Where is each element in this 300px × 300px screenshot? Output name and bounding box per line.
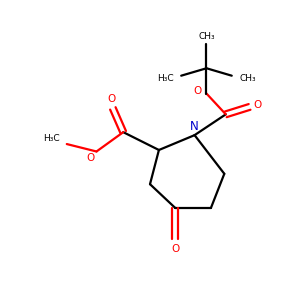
Text: H₃C: H₃C (157, 74, 174, 82)
Text: O: O (254, 100, 262, 110)
Text: O: O (194, 85, 202, 96)
Text: O: O (171, 244, 179, 254)
Text: CH₃: CH₃ (198, 32, 215, 41)
Text: N: N (190, 120, 199, 133)
Text: H₃C: H₃C (43, 134, 60, 143)
Text: O: O (86, 153, 95, 163)
Text: O: O (108, 94, 116, 104)
Text: CH₃: CH₃ (239, 74, 256, 82)
